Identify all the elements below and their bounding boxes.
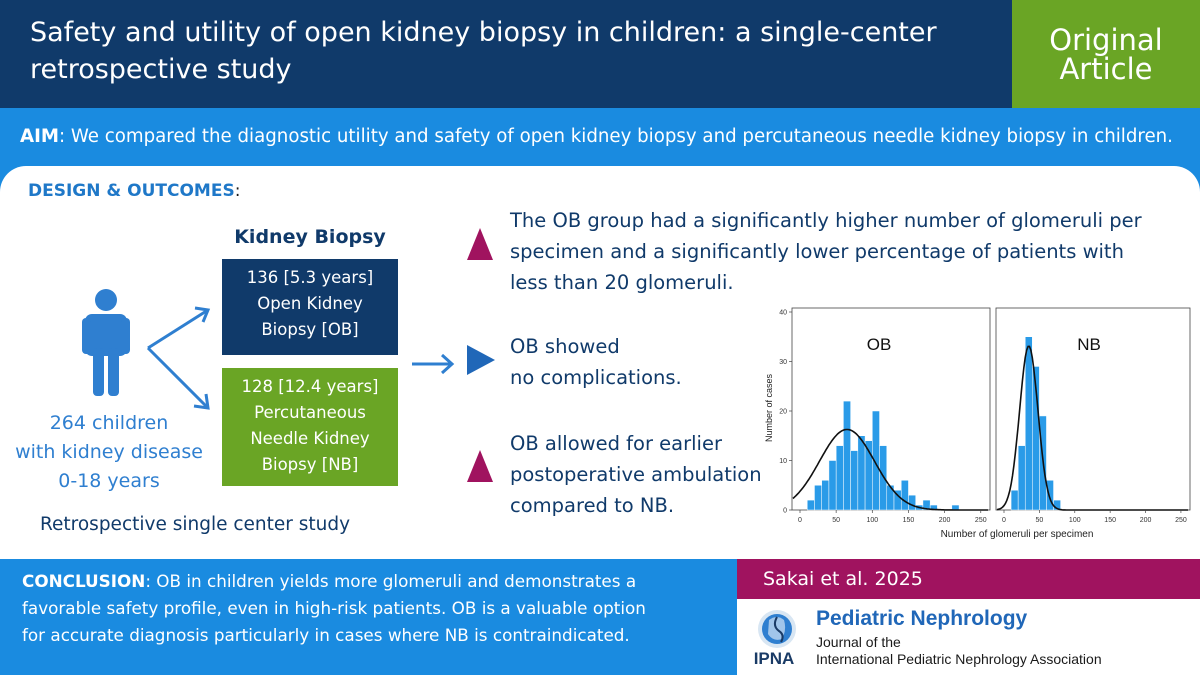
conclusion-label: CONCLUSION: [22, 571, 146, 591]
right-triangle-icon: [467, 345, 495, 375]
journal-subtitle-line-1: Journal of the: [816, 634, 901, 650]
increase-triangle-icon: [467, 228, 493, 260]
x-tick-label: 100: [1069, 517, 1081, 524]
aim-text: : We compared the diagnostic utility and…: [58, 126, 1173, 147]
conclusion: CONCLUSION: OB in children yields more g…: [22, 568, 722, 649]
y-tick-label: 30: [779, 359, 787, 366]
histogram-panel-title: OB: [867, 335, 892, 354]
histogram-x-label: Number of glomeruli per specimen: [941, 529, 1094, 540]
ob-group-box: 136 [5.3 years] Open Kidney Biopsy [OB]: [222, 259, 398, 355]
histogram-bar: [835, 445, 844, 511]
nb-group-box: 128 [12.4 years] Percutaneous Needle Kid…: [222, 368, 398, 486]
y-tick-label: 40: [779, 310, 787, 317]
finding-3-line-2: postoperative ambulation: [510, 463, 762, 486]
y-tick-label: 20: [779, 409, 787, 416]
histogram-bar: [850, 450, 859, 511]
x-tick-label: 200: [1140, 517, 1152, 524]
page-title: Safety and utility of open kidney biopsy…: [30, 17, 937, 85]
histogram-bar: [821, 480, 830, 511]
finding-1-line-2: specimen and a significantly lower perce…: [510, 240, 1124, 263]
finding-3-line-3: compared to NB.: [510, 494, 675, 517]
design-colon: :: [234, 181, 241, 201]
x-tick-label: 0: [1002, 517, 1006, 524]
x-tick-label: 250: [975, 517, 987, 524]
histogram-bar: [1046, 480, 1054, 511]
conclusion-line-3: for accurate diagnosis particularly in c…: [22, 625, 630, 645]
cohort-line-2: with kidney disease: [15, 441, 203, 463]
cohort-description: 264 children with kidney disease 0-18 ye…: [4, 409, 214, 496]
histogram-bar: [814, 485, 822, 511]
cohort-line-3: 0-18 years: [58, 470, 160, 492]
aim-statement: AIM: We compared the diagnostic utility …: [20, 119, 1180, 155]
branch-arrows: [146, 306, 211, 410]
person-icon: [82, 289, 130, 396]
y-tick-label: 10: [779, 458, 787, 465]
nb-line-4: Biopsy [NB]: [261, 455, 359, 474]
journal-subtitle: Journal of the International Pediatric N…: [816, 634, 1102, 668]
finding-2-line-2: no complications.: [510, 366, 682, 389]
x-tick-label: 100: [866, 517, 878, 524]
finding-2-line-1: OB showed: [510, 335, 620, 358]
histogram-bar: [806, 499, 815, 511]
histogram-bar: [828, 460, 837, 511]
article-type-badge: Original Article: [1012, 0, 1200, 108]
histogram-bar: [1017, 445, 1026, 511]
badge-line-2: Article: [1059, 52, 1153, 86]
ob-line-1: 136 [5.3 years]: [246, 268, 374, 287]
x-tick-label: 200: [939, 517, 951, 524]
finding-1-line-3: less than 20 glomeruli.: [510, 271, 734, 294]
x-tick-label: 150: [1104, 517, 1116, 524]
x-tick-label: 250: [1175, 517, 1187, 524]
x-tick-label: 0: [798, 517, 802, 524]
finding-1-line-1: The OB group had a significantly higher …: [510, 209, 1142, 232]
badge-line-1: Original: [1049, 23, 1163, 57]
kidney-biopsy-title: Kidney Biopsy: [234, 226, 386, 248]
normal-fit-curve: [996, 345, 1188, 511]
histogram-y-label: Number of cases: [764, 373, 774, 442]
study-type: Retrospective single center study: [40, 514, 351, 535]
ipna-logo-text: IPNA: [753, 649, 795, 668]
ipna-globe-logo: [758, 610, 796, 648]
y-tick-label: 0: [783, 508, 787, 515]
glomeruli-histogram: 0 10 20 30 40 OB 0 50 100 150 200 250 NB 0 50 100 150 2…: [760, 298, 1196, 544]
increase-triangle-icon-2: [467, 450, 493, 482]
nb-line-3: Needle Kidney: [250, 429, 370, 448]
x-tick-label: 50: [1035, 517, 1043, 524]
aim-label: AIM: [20, 126, 59, 147]
histogram-bar: [900, 480, 909, 511]
histogram-bar: [1024, 336, 1033, 511]
journal-name: Pediatric Nephrology: [816, 607, 1028, 630]
finding-3-line-1: OB allowed for earlier: [510, 432, 722, 455]
nb-line-2: Percutaneous: [254, 403, 366, 422]
normal-fit-curve: [792, 428, 988, 511]
finding-3: OB allowed for earlier postoperative amb…: [510, 428, 780, 521]
x-tick-label: 150: [903, 517, 915, 524]
nb-line-1: 128 [12.4 years]: [241, 377, 379, 396]
design-heading: DESIGN & OUTCOMES:: [28, 181, 240, 201]
finding-2: OB showed no complications.: [510, 331, 750, 393]
histogram-panel-title: NB: [1077, 335, 1101, 354]
histogram-bar: [908, 494, 916, 511]
x-tick-label: 50: [832, 517, 840, 524]
journal-subtitle-line-2: International Pediatric Nephrology Assoc…: [816, 651, 1102, 667]
journal-block: IPNA Pediatric Nephrology Journal of the…: [737, 599, 1200, 675]
ob-line-3: Biopsy [OB]: [261, 320, 359, 339]
outcome-arrow: [412, 353, 455, 375]
header-bar: Safety and utility of open kidney biopsy…: [0, 0, 1012, 108]
ob-line-2: Open Kidney: [257, 294, 363, 313]
finding-1: The OB group had a significantly higher …: [510, 205, 1190, 298]
cohort-line-1: 264 children: [49, 412, 169, 434]
histogram-bar: [843, 400, 851, 511]
citation: Sakai et al. 2025: [737, 559, 1200, 599]
histogram-bar: [879, 445, 888, 511]
histogram-bar: [1010, 489, 1019, 511]
conclusion-line-2: favorable safety profile, even in high-r…: [22, 598, 646, 618]
conclusion-line-1: : OB in children yields more glomeruli a…: [145, 571, 637, 591]
design-label: DESIGN & OUTCOMES: [28, 181, 235, 201]
histogram-bar: [857, 435, 866, 511]
